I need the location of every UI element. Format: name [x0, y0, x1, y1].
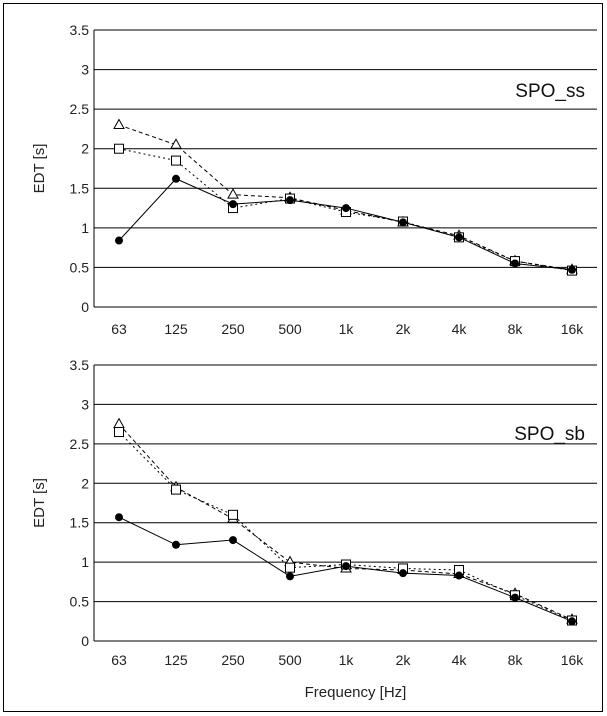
y-axis-label: EDT [s] [31, 144, 48, 194]
figure-frame [3, 3, 603, 712]
y-tick-label: 2 [81, 141, 89, 157]
y-tick-label: 0 [81, 633, 89, 649]
data-point-circle [568, 265, 576, 274]
x-tick-label: 125 [164, 652, 188, 668]
y-tick-label: 1.5 [70, 180, 90, 196]
y-tick-label: 1 [81, 220, 89, 236]
data-point-square [114, 427, 124, 438]
x-tick-label: 16k [561, 321, 585, 337]
data-point-circle [229, 536, 237, 545]
y-tick-label: 3 [81, 396, 89, 412]
chart-panel-2: 0 0.5 1 1.5 2 2.5 3 3.5 63 125 250 500 1k 2k 4k 8k 16k ED… [31, 357, 597, 701]
x-tick-label: 250 [221, 321, 245, 337]
data-point-circle [286, 572, 294, 581]
y-axis-label: EDT [s] [31, 478, 48, 528]
panel-label: SPO_ss [515, 81, 585, 102]
data-point-circle [399, 569, 407, 578]
data-point-circle [286, 196, 294, 205]
data-point-triangle [170, 138, 182, 149]
y-tick-label: 1 [81, 554, 89, 570]
x-tick-label: 8k [508, 321, 524, 337]
y-tick-label: 3.5 [70, 357, 90, 373]
x-tick-label: 250 [221, 652, 245, 668]
data-point-circle [455, 233, 463, 242]
series-line-triangle-open [118, 124, 573, 271]
data-point-triangle [113, 118, 125, 129]
y-tick-label: 1.5 [70, 515, 90, 531]
x-tick-label: 63 [111, 321, 127, 337]
x-tick-label: 125 [164, 321, 188, 337]
x-tick-label: 63 [111, 652, 127, 668]
data-point-square [114, 143, 124, 154]
data-point-circle [172, 174, 180, 183]
y-tick-label: 0.5 [70, 259, 90, 275]
x-tick-label: 4k [452, 321, 468, 337]
data-point-square [171, 484, 181, 495]
y-tick-label: 0.5 [70, 594, 90, 610]
data-point-circle [229, 200, 237, 209]
x-tick-label: 2k [396, 321, 412, 337]
y-tick-label: 2 [81, 475, 89, 491]
x-tick-label: 2k [396, 652, 412, 668]
data-point-circle [342, 562, 350, 571]
data-point-circle [511, 593, 519, 602]
chart-panel-1: 0 0.5 1 1.5 2 2.5 3 3.5 63 125 250 500 1k 2k 4k 8k 16k ED… [31, 22, 597, 337]
x-tick-label: 8k [508, 652, 524, 668]
series-line-triangle-open [118, 423, 573, 621]
data-point-circle [342, 204, 350, 213]
x-tick-label: 1k [339, 321, 355, 337]
data-point-circle [115, 236, 123, 245]
x-tick-label: 4k [452, 652, 468, 668]
data-point-circle [115, 513, 123, 522]
panel-label: SPO_sb [514, 424, 585, 445]
data-point-circle [172, 540, 180, 549]
x-tick-label: 500 [278, 321, 302, 337]
x-tick-label: 500 [278, 652, 302, 668]
data-point-square [285, 562, 295, 573]
data-point-circle [455, 571, 463, 580]
data-point-square [171, 155, 181, 166]
y-tick-label: 2.5 [70, 101, 90, 117]
y-tick-label: 2.5 [70, 436, 90, 452]
data-point-circle [511, 259, 519, 268]
data-point-triangle [113, 417, 125, 429]
data-point-circle [399, 218, 407, 227]
data-point-triangle [227, 188, 239, 199]
x-tick-label: 1k [339, 652, 355, 668]
data-point-square [228, 509, 238, 520]
series-line-square-open [118, 431, 573, 621]
x-axis-label: Frequency [Hz] [305, 684, 407, 701]
data-point-circle [568, 617, 576, 626]
x-tick-label: 16k [561, 652, 585, 668]
y-tick-label: 3.5 [70, 22, 90, 38]
y-tick-label: 0 [81, 299, 89, 315]
y-tick-label: 3 [81, 62, 89, 78]
